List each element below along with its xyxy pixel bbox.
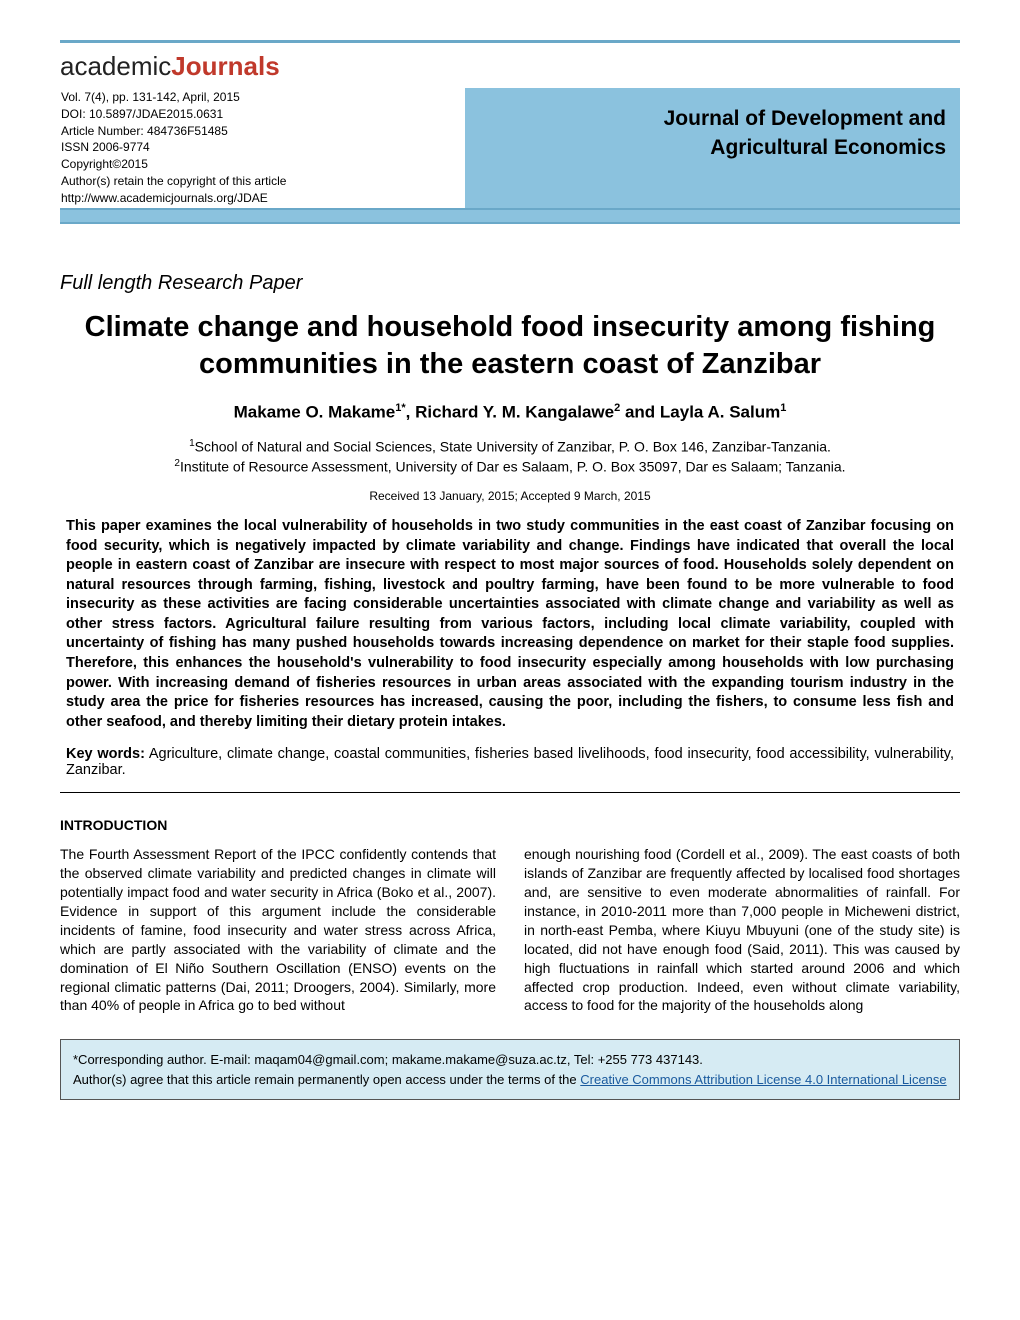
publisher-logo: academicJournals	[60, 51, 960, 82]
keywords-label: Key words:	[66, 746, 145, 762]
license-line: Author(s) agree that this article remain…	[73, 1070, 947, 1090]
affil-1: School of Natural and Social Sciences, S…	[195, 438, 831, 454]
introduction-heading: INTRODUCTION	[60, 817, 960, 833]
article-meta: Vol. 7(4), pp. 131-142, April, 2015 DOI:…	[60, 88, 465, 209]
header-table: Vol. 7(4), pp. 131-142, April, 2015 DOI:…	[60, 88, 960, 224]
top-rule	[60, 40, 960, 43]
corresponding-email: *Corresponding author. E-mail: maqam04@g…	[73, 1050, 947, 1070]
abstract: This paper examines the local vulnerabil…	[60, 517, 960, 732]
corresponding-author-box: *Corresponding author. E-mail: maqam04@g…	[60, 1039, 960, 1100]
article-number: Article Number: 484736F51485	[61, 123, 455, 140]
column-left: The Fourth Assessment Report of the IPCC…	[60, 845, 496, 1015]
section-label: Full length Research Paper	[60, 272, 960, 295]
vol-line: Vol. 7(4), pp. 131-142, April, 2015	[61, 89, 455, 106]
doi-line: DOI: 10.5897/JDAE2015.0631	[61, 106, 455, 123]
author-1: Makame O. Makame	[234, 403, 396, 422]
author-3-sup: 1	[780, 402, 786, 414]
author-sep-2: and Layla A. Salum	[620, 403, 780, 422]
author-sep-1: , Richard Y. M. Kangalawe	[406, 403, 614, 422]
column-right: enough nourishing food (Cordell et al., …	[524, 845, 960, 1015]
authors: Makame O. Makame1*, Richard Y. M. Kangal…	[60, 402, 960, 423]
journal-name-line2: Agricultural Economics	[479, 133, 946, 162]
issn: ISSN 2006-9774	[61, 139, 455, 156]
journal-name-line1: Journal of Development and	[479, 104, 946, 133]
received-accepted-dates: Received 13 January, 2015; Accepted 9 Ma…	[60, 489, 960, 503]
keywords-text: Agriculture, climate change, coastal com…	[66, 746, 954, 778]
cc-license-link[interactable]: Creative Commons Attribution License 4.0…	[580, 1072, 946, 1087]
logo-highlight: Journals	[171, 51, 279, 81]
logo-prefix: academic	[60, 51, 171, 81]
authors-retain: Author(s) retain the copyright of this a…	[61, 173, 455, 190]
copyright: Copyright©2015	[61, 156, 455, 173]
header-band	[60, 209, 960, 223]
keywords: Key words: Agriculture, climate change, …	[60, 746, 960, 793]
author-1-sup: 1*	[395, 402, 405, 414]
body-columns: The Fourth Assessment Report of the IPCC…	[60, 845, 960, 1015]
journal-name-cell: Journal of Development and Agricultural …	[465, 88, 960, 209]
article-title: Climate change and household food insecu…	[60, 309, 960, 384]
license-text: Author(s) agree that this article remain…	[73, 1072, 580, 1087]
journal-url[interactable]: http://www.academicjournals.org/JDAE	[61, 190, 455, 207]
affiliations: 1School of Natural and Social Sciences, …	[60, 437, 960, 478]
affil-2: Institute of Resource Assessment, Univer…	[180, 459, 846, 475]
page: academicJournals Vol. 7(4), pp. 131-142,…	[0, 0, 1020, 1140]
